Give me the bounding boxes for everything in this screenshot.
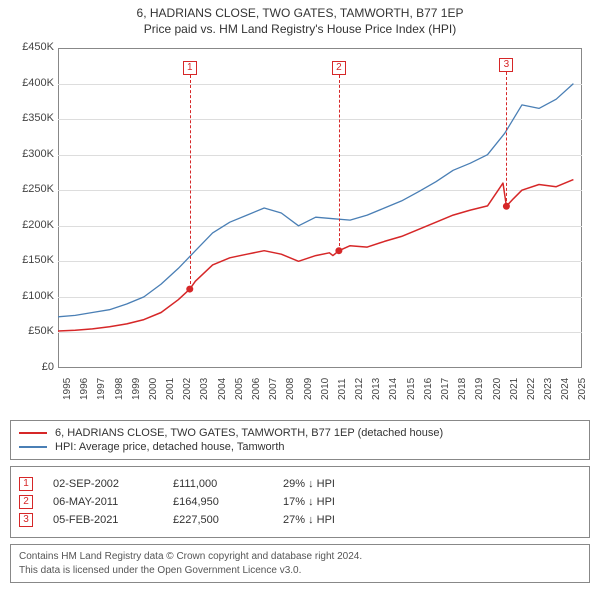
chart-titles: 6, HADRIANS CLOSE, TWO GATES, TAMWORTH, … bbox=[10, 6, 590, 36]
event-delta: 29% ↓ HPI bbox=[283, 478, 403, 490]
event-row: 1 02-SEP-2002 £111,000 29% ↓ HPI bbox=[19, 477, 581, 491]
chart-svg bbox=[10, 44, 590, 414]
event-marker-badge: 2 bbox=[332, 61, 346, 75]
page-root: 6, HADRIANS CLOSE, TWO GATES, TAMWORTH, … bbox=[0, 0, 600, 590]
event-marker-line bbox=[506, 72, 507, 206]
chart-title-subtitle: Price paid vs. HM Land Registry's House … bbox=[10, 22, 590, 36]
event-row-badge: 2 bbox=[19, 495, 33, 509]
event-row: 3 05-FEB-2021 £227,500 27% ↓ HPI bbox=[19, 513, 581, 527]
event-delta: 27% ↓ HPI bbox=[283, 514, 403, 526]
event-price: £227,500 bbox=[173, 514, 263, 526]
event-date: 02-SEP-2002 bbox=[53, 478, 153, 490]
event-row-badge: 1 bbox=[19, 477, 33, 491]
legend: 6, HADRIANS CLOSE, TWO GATES, TAMWORTH, … bbox=[10, 420, 590, 460]
series-line-price_paid bbox=[58, 180, 573, 331]
chart-area: £0£50K£100K£150K£200K£250K£300K£350K£400… bbox=[10, 44, 590, 414]
legend-item: 6, HADRIANS CLOSE, TWO GATES, TAMWORTH, … bbox=[19, 427, 581, 439]
legend-swatch bbox=[19, 432, 47, 434]
event-delta: 17% ↓ HPI bbox=[283, 496, 403, 508]
event-row-badge: 3 bbox=[19, 513, 33, 527]
event-marker-badge: 3 bbox=[499, 58, 513, 72]
chart-title-address: 6, HADRIANS CLOSE, TWO GATES, TAMWORTH, … bbox=[10, 6, 590, 20]
series-line-hpi bbox=[58, 84, 573, 317]
legend-item: HPI: Average price, detached house, Tamw… bbox=[19, 441, 581, 453]
legend-label: 6, HADRIANS CLOSE, TWO GATES, TAMWORTH, … bbox=[55, 427, 443, 439]
events-table: 1 02-SEP-2002 £111,000 29% ↓ HPI 2 06-MAY-201… bbox=[10, 466, 590, 538]
event-price: £111,000 bbox=[173, 478, 263, 490]
footer-line-2: This data is licensed under the Open Gov… bbox=[19, 564, 581, 578]
event-date: 06-MAY-2011 bbox=[53, 496, 153, 508]
legend-label: HPI: Average price, detached house, Tamw… bbox=[55, 441, 285, 453]
event-row: 2 06-MAY-2011 £164,950 17% ↓ HPI bbox=[19, 495, 581, 509]
event-marker-badge: 1 bbox=[183, 61, 197, 75]
event-price: £164,950 bbox=[173, 496, 263, 508]
attribution-footer: Contains HM Land Registry data © Crown c… bbox=[10, 544, 590, 583]
event-marker-line bbox=[339, 75, 340, 251]
footer-line-1: Contains HM Land Registry data © Crown c… bbox=[19, 550, 581, 564]
event-marker-line bbox=[190, 75, 191, 289]
event-date: 05-FEB-2021 bbox=[53, 514, 153, 526]
legend-swatch bbox=[19, 446, 47, 448]
